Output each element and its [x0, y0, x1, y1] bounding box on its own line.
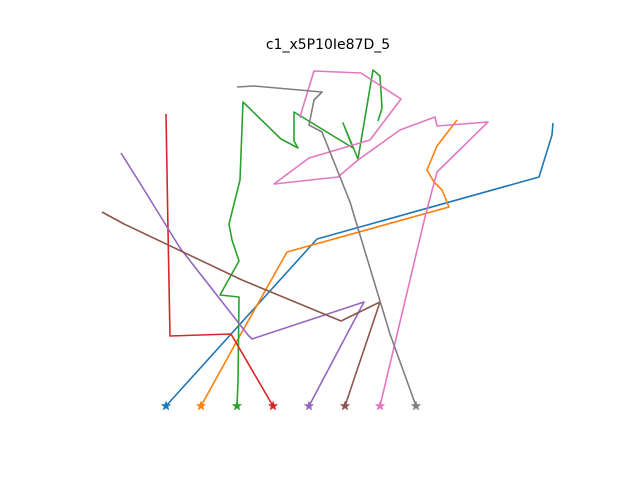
- series-layer: [101, 69, 554, 411]
- series-line-1: [165, 122, 554, 407]
- series-3: [219, 69, 383, 411]
- series-line-6: [101, 211, 381, 407]
- series-6: [101, 211, 381, 411]
- series-7: [273, 70, 489, 411]
- series-line-4: [165, 113, 274, 407]
- series-1: [160, 122, 554, 411]
- start-marker-star-icon: [231, 400, 243, 411]
- series-2: [195, 119, 458, 411]
- series-line-3: [219, 69, 383, 407]
- series-line-5: [120, 152, 365, 407]
- chart-title: c1_x5P10Ie87D_5: [266, 37, 390, 53]
- series-line-2: [200, 119, 458, 407]
- series-8: [236, 85, 422, 411]
- start-marker-star-icon: [374, 400, 386, 411]
- start-marker-star-icon: [195, 400, 207, 411]
- start-marker-star-icon: [303, 400, 315, 411]
- series-5: [120, 152, 365, 411]
- series-line-8: [236, 85, 417, 407]
- start-marker-star-icon: [267, 400, 279, 411]
- start-marker-star-icon: [339, 400, 351, 411]
- series-4: [165, 113, 279, 411]
- start-marker-star-icon: [410, 400, 422, 411]
- series-line-7: [273, 70, 489, 407]
- start-marker-star-icon: [160, 400, 172, 411]
